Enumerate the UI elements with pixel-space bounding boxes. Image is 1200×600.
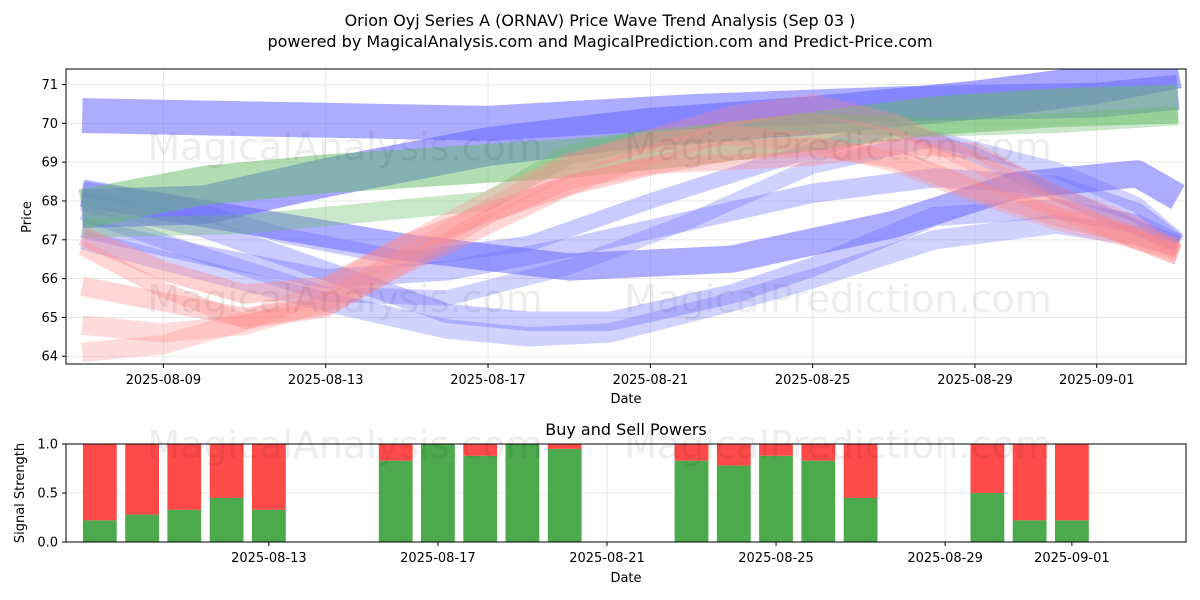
sell-bar bbox=[843, 444, 878, 498]
price-x-tick-label: 2025-08-25 bbox=[775, 373, 851, 388]
price-frame bbox=[65, 68, 1187, 365]
buy-bar bbox=[1055, 520, 1089, 542]
watermark-4: MagicalPrediction.com bbox=[624, 277, 1052, 321]
sell-bar bbox=[378, 444, 413, 461]
buy-bar bbox=[716, 465, 751, 542]
signal-panel: Buy and Sell Powers MagicalAnalysis.com … bbox=[13, 420, 1187, 586]
price-panel: MagicalAnalysis.com MagicalPrediction.co… bbox=[20, 68, 1187, 407]
sell-bar bbox=[716, 444, 751, 466]
price-waves bbox=[78, 69, 1185, 363]
price-x-label: Date bbox=[610, 392, 641, 407]
signal-y-tick-label: 0.0 bbox=[37, 536, 58, 551]
price-axes: 64 65 66 67 68 69 70 71 2025-08-09 2025-08-13 2025… bbox=[41, 78, 1134, 388]
wave-green-2 bbox=[81, 105, 1179, 238]
price-y-tick-label: 70 bbox=[41, 117, 58, 132]
watermark-3: MagicalAnalysis.com bbox=[147, 277, 542, 321]
wave-blue-8 bbox=[79, 131, 1183, 306]
signal-y-label: Signal Strength bbox=[13, 443, 28, 543]
sell-bar bbox=[1012, 444, 1047, 521]
signal-bars bbox=[82, 444, 1089, 542]
buy-bar bbox=[463, 455, 498, 542]
sell-bar bbox=[759, 444, 793, 456]
wave-red-3 bbox=[81, 94, 1182, 343]
buy-bar bbox=[82, 520, 117, 542]
sell-bar bbox=[463, 444, 498, 456]
wave-blue-7 bbox=[81, 119, 1181, 267]
sell-bar bbox=[674, 444, 709, 461]
buy-bar bbox=[801, 460, 836, 542]
wave-red-2 bbox=[80, 113, 1181, 328]
price-y-tick-label: 71 bbox=[41, 78, 58, 93]
signal-title: Buy and Sell Powers bbox=[545, 420, 707, 439]
signal-x-tick-label: 2025-08-25 bbox=[738, 551, 814, 566]
sell-bar bbox=[252, 444, 286, 510]
chart-title: Orion Oyj Series A (ORNAV) Price Wave Tr… bbox=[345, 11, 856, 30]
sell-bar bbox=[970, 444, 1005, 493]
price-y-tick-label: 65 bbox=[41, 311, 58, 326]
sell-bar bbox=[1055, 444, 1089, 521]
signal-y-tick-label: 0.5 bbox=[37, 487, 58, 502]
buy-bar bbox=[674, 460, 709, 542]
buy-bar bbox=[378, 460, 413, 542]
signal-x-tick-label: 2025-09-01 bbox=[1034, 551, 1110, 566]
price-x-tick-label: 2025-08-29 bbox=[937, 373, 1013, 388]
buy-bar bbox=[1012, 520, 1047, 542]
wave-red-4 bbox=[81, 125, 1182, 363]
wave-green-1 bbox=[78, 84, 1179, 228]
price-x-tick-label: 2025-08-13 bbox=[288, 373, 364, 388]
buy-bar bbox=[843, 497, 878, 542]
buy-bar bbox=[125, 514, 159, 542]
sell-bar bbox=[125, 444, 159, 515]
watermark-1: MagicalAnalysis.com bbox=[147, 125, 542, 169]
signal-axes: 0.0 0.5 1.0 2025-08-13 2025-08-17 2025-08-21 2… bbox=[37, 438, 1109, 567]
sell-bar bbox=[82, 444, 117, 521]
buy-bar bbox=[547, 448, 582, 542]
wave-red-5 bbox=[78, 138, 1183, 330]
wave-blue-2 bbox=[79, 160, 1185, 281]
signal-x-tick-label: 2025-08-21 bbox=[569, 551, 645, 566]
buy-bar bbox=[252, 509, 286, 542]
buy-bar bbox=[970, 493, 1005, 542]
signal-x-tick-label: 2025-08-17 bbox=[400, 551, 476, 566]
sell-bar bbox=[209, 444, 244, 498]
wave-red-1 bbox=[78, 136, 1181, 304]
wave-blue-6 bbox=[80, 168, 1184, 289]
price-y-tick-label: 66 bbox=[41, 272, 58, 287]
sell-bar bbox=[801, 444, 836, 461]
price-y-tick-label: 69 bbox=[41, 156, 58, 171]
price-y-tick-label: 64 bbox=[41, 350, 58, 365]
watermark-2: MagicalPrediction.com bbox=[624, 125, 1052, 169]
buy-bar bbox=[759, 455, 793, 542]
price-x-tick-label: 2025-08-21 bbox=[613, 373, 689, 388]
sell-bar bbox=[167, 444, 202, 510]
watermark-5: MagicalAnalysis.com bbox=[147, 423, 542, 467]
signal-x-label: Date bbox=[610, 571, 641, 586]
price-y-tick-label: 68 bbox=[41, 194, 58, 209]
signal-y-tick-label: 1.0 bbox=[37, 438, 58, 453]
buy-bar bbox=[421, 444, 455, 542]
buy-bar bbox=[167, 509, 202, 542]
price-x-tick-label: 2025-09-01 bbox=[1059, 373, 1135, 388]
buy-bar bbox=[505, 444, 540, 542]
signal-x-tick-label: 2025-08-29 bbox=[907, 551, 983, 566]
sell-bar bbox=[547, 444, 582, 449]
price-y-tick-label: 67 bbox=[41, 233, 58, 248]
price-x-tick-label: 2025-08-17 bbox=[450, 373, 526, 388]
signal-x-tick-label: 2025-08-13 bbox=[231, 551, 307, 566]
buy-bar bbox=[209, 497, 244, 542]
wave-blue-4 bbox=[80, 191, 1183, 331]
price-x-tick-label: 2025-08-09 bbox=[126, 373, 202, 388]
chart-subtitle: powered by MagicalAnalysis.com and Magic… bbox=[267, 32, 932, 51]
price-y-label: Price bbox=[20, 201, 35, 233]
watermark-6: MagicalPrediction.com bbox=[624, 423, 1052, 467]
wave-blue-5 bbox=[79, 214, 1181, 347]
